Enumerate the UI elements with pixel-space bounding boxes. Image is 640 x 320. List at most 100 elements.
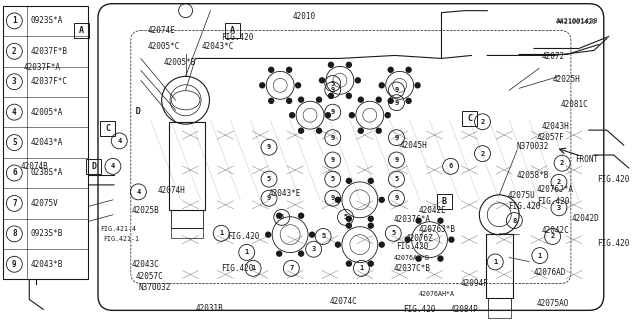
Text: N370032: N370032 [516,142,548,151]
Text: 42037F*C: 42037F*C [30,77,67,86]
Circle shape [290,113,294,118]
Circle shape [380,242,384,247]
Text: 42074E: 42074E [148,27,176,36]
Text: C: C [106,124,110,132]
Text: FIG.420: FIG.420 [537,197,569,206]
Text: 6: 6 [449,164,452,169]
Bar [486,234,513,298]
Text: 42042E: 42042E [419,206,447,215]
Circle shape [368,261,373,266]
Text: C: C [467,114,472,123]
Circle shape [328,93,333,98]
Circle shape [296,83,301,88]
Circle shape [346,223,351,228]
Text: 4: 4 [136,189,141,195]
Circle shape [368,216,373,221]
Text: 5: 5 [331,176,335,182]
Text: FIG.421-4: FIG.421-4 [100,226,136,231]
Circle shape [310,232,314,237]
Text: 42043*C: 42043*C [202,42,234,52]
Text: 3: 3 [557,205,561,211]
Bar [488,310,511,318]
Text: 42025H: 42025H [552,75,580,84]
Text: 42005*A: 42005*A [30,108,63,117]
Text: 2: 2 [560,160,564,166]
Text: 9: 9 [331,87,335,93]
Circle shape [349,113,355,118]
Text: FIG.420: FIG.420 [597,239,630,248]
Text: 42043*E: 42043*E [269,189,301,198]
Text: 2: 2 [12,47,17,56]
Text: 5: 5 [321,234,325,239]
Text: 4: 4 [111,164,115,169]
Text: 3: 3 [312,246,316,252]
Text: 3: 3 [12,77,17,86]
Text: 1: 1 [244,249,249,255]
Text: FRONT: FRONT [575,155,598,164]
Bar [171,210,202,228]
Circle shape [368,178,373,183]
Text: 9: 9 [331,195,335,201]
Text: 42005*B: 42005*B [164,58,196,67]
Circle shape [317,97,321,102]
Text: FIG.421-1: FIG.421-1 [103,236,140,242]
Circle shape [415,83,420,88]
Text: 5: 5 [344,214,348,220]
Text: 42076AH*A: 42076AH*A [419,291,455,297]
Text: 5: 5 [267,176,271,182]
Circle shape [299,97,303,102]
Text: 8: 8 [12,229,17,238]
Text: 42005*C: 42005*C [148,42,180,52]
Text: 42057C: 42057C [135,272,163,281]
Text: 1: 1 [12,16,17,25]
Text: 42076AD: 42076AD [534,268,566,277]
Text: 42043*B: 42043*B [30,260,63,269]
Text: 1: 1 [538,252,542,259]
Text: 5: 5 [12,138,17,147]
Circle shape [287,98,292,103]
Circle shape [346,93,351,98]
Text: 42037C*B: 42037C*B [394,264,430,273]
Text: 9: 9 [267,144,271,150]
Circle shape [376,97,381,102]
Text: 5: 5 [391,230,396,236]
Circle shape [269,98,274,103]
Text: 42074H: 42074H [157,186,185,195]
Text: 42075U: 42075U [508,190,536,200]
Text: FIG.420: FIG.420 [228,232,260,241]
Circle shape [438,256,443,261]
Bar [488,298,511,310]
Text: 42074B: 42074B [20,162,48,171]
Circle shape [269,67,274,72]
Text: 9: 9 [331,157,335,163]
Circle shape [416,256,421,261]
Text: 42042D: 42042D [572,214,600,223]
Circle shape [276,251,282,256]
Circle shape [335,197,340,202]
Text: FIG.420: FIG.420 [396,242,429,251]
Text: 6: 6 [12,169,17,178]
Text: 9: 9 [267,195,271,201]
Text: 9: 9 [394,100,399,106]
Text: D: D [135,107,140,116]
Text: 8: 8 [512,218,516,224]
Text: FIG.420: FIG.420 [221,33,253,42]
Circle shape [287,67,292,72]
Text: A421001420: A421001420 [556,19,598,24]
Text: 1: 1 [251,265,255,271]
Text: 9: 9 [394,87,399,93]
Text: 2: 2 [481,119,484,125]
Text: 42072: 42072 [541,52,565,61]
Text: 42043H: 42043H [541,122,570,131]
Text: 9: 9 [331,135,335,141]
Circle shape [388,67,393,72]
Text: 9: 9 [394,157,399,163]
Circle shape [438,218,443,223]
Text: 0923S*B: 0923S*B [30,229,63,238]
Text: 42075V: 42075V [30,199,58,208]
Circle shape [299,213,303,218]
Text: 7: 7 [289,265,294,271]
Circle shape [346,178,351,183]
Text: 42043C: 42043C [132,260,160,269]
Text: 0238S*A: 0238S*A [30,169,63,178]
